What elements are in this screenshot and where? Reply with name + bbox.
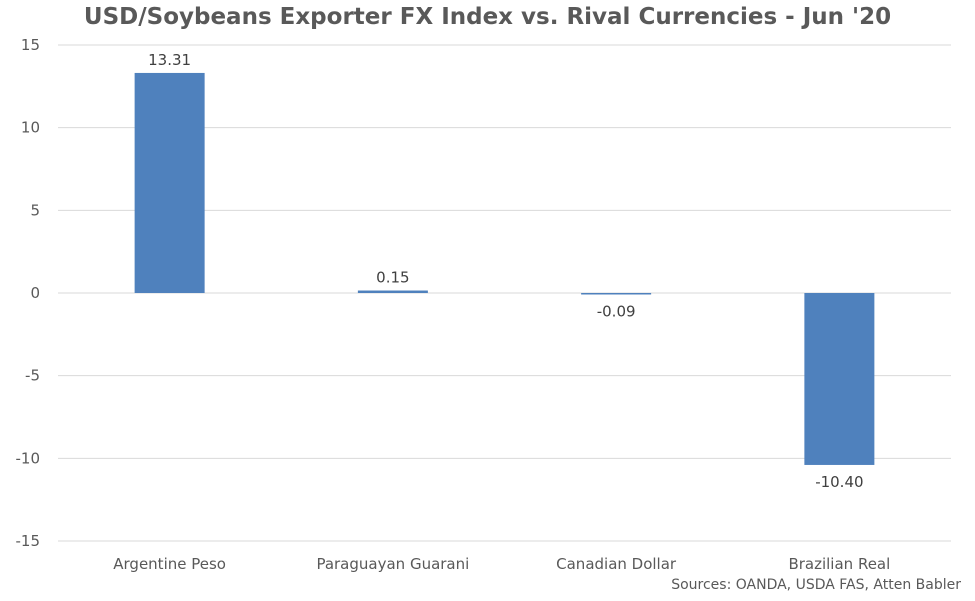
- data-label: -10.40: [815, 473, 863, 491]
- y-tick-label: 15: [21, 36, 40, 54]
- data-label: -0.09: [597, 303, 636, 321]
- x-tick-label: Canadian Dollar: [556, 555, 677, 573]
- bar: [134, 72, 205, 293]
- data-label: 13.31: [148, 51, 191, 69]
- bar: [804, 293, 875, 465]
- x-tick-label: Paraguayan Guarani: [316, 555, 469, 573]
- chart-title: USD/Soybeans Exporter FX Index vs. Rival…: [83, 4, 892, 30]
- bar: [357, 290, 428, 293]
- y-tick-label: -10: [16, 449, 41, 467]
- data-label: 0.15: [376, 269, 409, 287]
- y-tick-label: -15: [16, 532, 41, 550]
- x-tick-label: Brazilian Real: [788, 555, 890, 573]
- x-tick-label: Argentine Peso: [113, 555, 226, 573]
- y-tick-label: 5: [30, 201, 40, 219]
- y-tick-label: 10: [21, 119, 40, 137]
- y-tick-label: 0: [30, 284, 40, 302]
- y-tick-label: -5: [25, 367, 40, 385]
- source-note: Sources: OANDA, USDA FAS, Atten Babler: [671, 577, 961, 593]
- bar: [581, 293, 652, 295]
